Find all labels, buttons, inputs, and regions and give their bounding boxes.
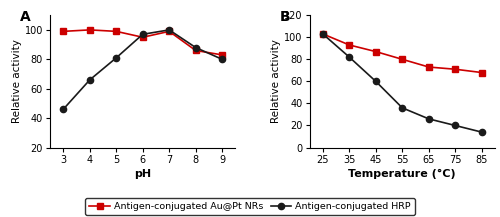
Y-axis label: Relative activity: Relative activity	[272, 39, 281, 123]
Text: B: B	[280, 10, 290, 24]
Antigen-conjugated Au@Pt NRs	[426, 66, 432, 68]
Antigen-conjugated Au@Pt NRs	[192, 49, 198, 52]
Antigen-conjugated Au@Pt NRs	[113, 30, 119, 33]
Antigen-conjugated HRP	[166, 29, 172, 31]
Antigen-conjugated Au@Pt NRs	[140, 36, 145, 39]
Legend: Antigen-conjugated Au@Pt NRs, Antigen-conjugated HRP: Antigen-conjugated Au@Pt NRs, Antigen-co…	[86, 198, 414, 215]
Antigen-conjugated HRP	[219, 58, 225, 61]
Antigen-conjugated Au@Pt NRs	[479, 71, 485, 74]
Antigen-conjugated Au@Pt NRs	[452, 68, 458, 71]
Antigen-conjugated HRP	[479, 131, 485, 133]
X-axis label: Temperature (°C): Temperature (°C)	[348, 169, 456, 179]
Antigen-conjugated HRP	[373, 80, 379, 83]
Antigen-conjugated HRP	[320, 33, 326, 35]
Antigen-conjugated HRP	[192, 46, 198, 49]
Antigen-conjugated HRP	[60, 108, 66, 111]
Line: Antigen-conjugated Au@Pt NRs: Antigen-conjugated Au@Pt NRs	[60, 27, 226, 58]
Antigen-conjugated Au@Pt NRs	[60, 30, 66, 33]
Antigen-conjugated HRP	[400, 107, 406, 109]
Antigen-conjugated Au@Pt NRs	[320, 33, 326, 35]
Antigen-conjugated HRP	[113, 57, 119, 59]
Antigen-conjugated Au@Pt NRs	[219, 54, 225, 56]
Antigen-conjugated Au@Pt NRs	[166, 30, 172, 33]
Antigen-conjugated Au@Pt NRs	[400, 58, 406, 61]
Antigen-conjugated Au@Pt NRs	[373, 50, 379, 53]
Line: Antigen-conjugated HRP: Antigen-conjugated HRP	[60, 27, 226, 112]
Antigen-conjugated Au@Pt NRs	[86, 29, 92, 31]
Line: Antigen-conjugated Au@Pt NRs: Antigen-conjugated Au@Pt NRs	[320, 31, 485, 76]
Antigen-conjugated HRP	[140, 33, 145, 36]
Line: Antigen-conjugated HRP: Antigen-conjugated HRP	[320, 31, 485, 135]
Text: A: A	[20, 10, 31, 24]
Antigen-conjugated HRP	[346, 56, 352, 58]
Y-axis label: Relative activity: Relative activity	[12, 39, 22, 123]
Antigen-conjugated Au@Pt NRs	[346, 44, 352, 46]
X-axis label: pH: pH	[134, 169, 152, 179]
Antigen-conjugated HRP	[86, 79, 92, 81]
Antigen-conjugated HRP	[426, 118, 432, 120]
Antigen-conjugated HRP	[452, 124, 458, 127]
